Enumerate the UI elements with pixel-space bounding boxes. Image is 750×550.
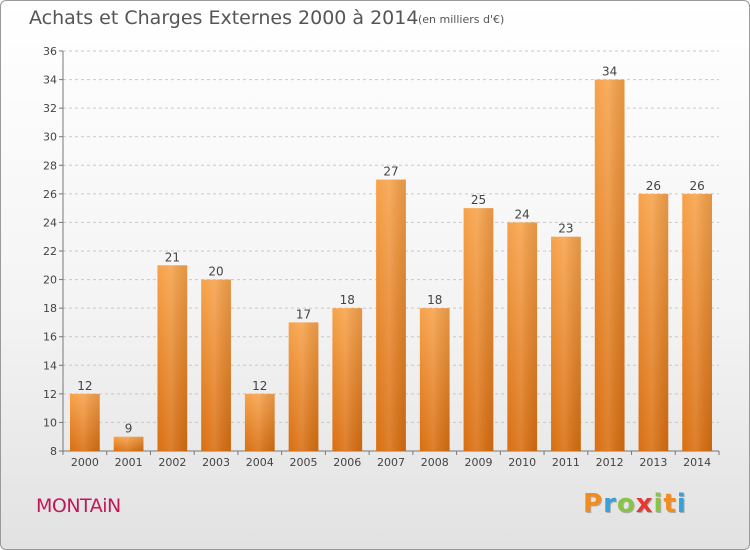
x-tick-label: 2007 xyxy=(377,456,405,469)
bar-value-label: 17 xyxy=(296,307,311,321)
bar-shine xyxy=(201,279,231,451)
labels: 8 10 12 14 16 18 20 22 24 26 28 30 32 34 36 12 2000 9 2001… xyxy=(43,45,711,469)
chart-unit: (en milliers d'€) xyxy=(418,13,505,26)
bar-value-label: 12 xyxy=(252,379,267,393)
logo-letter: t xyxy=(663,489,677,519)
x-tick-label: 2003 xyxy=(202,456,230,469)
bar-value-label: 25 xyxy=(471,193,486,207)
bar-shine xyxy=(157,265,188,451)
x-tick-label: 2002 xyxy=(158,456,186,469)
y-tick-label: 32 xyxy=(43,102,57,115)
logo-letter: i xyxy=(676,489,687,519)
bar-shine xyxy=(332,308,363,451)
x-tick-label: 2009 xyxy=(464,456,492,469)
y-tick-label: 34 xyxy=(43,74,57,87)
y-tick-label: 12 xyxy=(43,388,57,401)
bar-value-label: 20 xyxy=(208,265,223,279)
bar-shine xyxy=(638,193,669,451)
logo-letter: P xyxy=(583,489,604,519)
bar-value-label: 23 xyxy=(558,222,573,236)
y-tick-label: 16 xyxy=(43,331,57,344)
bar-value-label: 34 xyxy=(602,65,617,79)
bar-shine xyxy=(288,322,319,451)
bar-shine xyxy=(551,236,581,451)
proxiti-logo[interactable]: Proxiti xyxy=(583,489,687,519)
bar-shine xyxy=(419,308,450,451)
y-tick-label: 28 xyxy=(43,159,57,172)
town-name: MONTAiN xyxy=(36,495,121,517)
x-tick-label: 2000 xyxy=(71,456,99,469)
y-tick-label: 22 xyxy=(43,245,57,258)
bar-shine xyxy=(376,179,406,452)
x-tick-label: 2004 xyxy=(246,456,274,469)
x-tick-label: 2010 xyxy=(508,456,536,469)
bar-shine xyxy=(507,222,538,451)
logo-letter: o xyxy=(616,489,636,519)
y-tick-label: 10 xyxy=(43,416,57,429)
x-tick-label: 2006 xyxy=(333,456,361,469)
bar-shine xyxy=(463,208,494,451)
bars xyxy=(69,79,713,452)
y-tick-label: 30 xyxy=(43,131,57,144)
logo-letter: x xyxy=(635,489,654,519)
x-tick-label: 2005 xyxy=(290,456,318,469)
y-tick-label: 14 xyxy=(43,359,57,372)
bar-value-label: 24 xyxy=(515,207,530,221)
x-tick-label: 2014 xyxy=(683,456,711,469)
bar-value-label: 21 xyxy=(165,250,180,264)
bar-value-label: 26 xyxy=(646,179,661,193)
x-tick-label: 2013 xyxy=(639,456,667,469)
bar-value-label: 27 xyxy=(383,165,398,179)
bar-value-label: 18 xyxy=(340,293,355,307)
x-tick-label: 2012 xyxy=(596,456,624,469)
y-tick-label: 36 xyxy=(43,45,57,58)
bar-value-label: 12 xyxy=(77,379,92,393)
y-tick-label: 24 xyxy=(43,216,57,229)
bar-shine xyxy=(594,79,625,452)
y-tick-label: 26 xyxy=(43,188,57,201)
bar-value-label: 18 xyxy=(427,293,442,307)
x-tick-label: 2008 xyxy=(421,456,449,469)
bar-value-label: 26 xyxy=(689,179,704,193)
y-tick-label: 18 xyxy=(43,302,57,315)
x-tick-label: 2011 xyxy=(552,456,580,469)
bar-value-label: 9 xyxy=(125,422,133,436)
bar-shine xyxy=(244,393,275,451)
logo-letter: r xyxy=(603,489,617,519)
chart-title: Achats et Charges Externes 2000 à 2014 xyxy=(29,7,419,29)
x-tick-label: 2001 xyxy=(115,456,143,469)
bar-shine xyxy=(682,193,713,451)
bar-shine xyxy=(69,393,100,451)
logo-letter: i xyxy=(653,489,664,519)
bar-shine xyxy=(113,436,144,451)
y-tick-label: 20 xyxy=(43,274,57,287)
y-tick-label: 8 xyxy=(50,445,57,458)
